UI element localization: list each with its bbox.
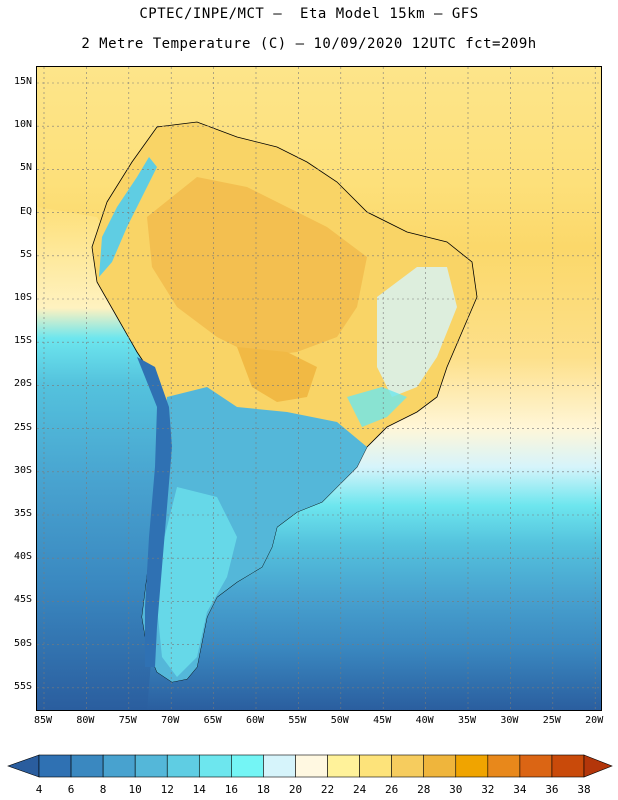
latitude-label: 20S	[13, 378, 32, 390]
latitude-label: 55S	[13, 680, 32, 692]
colorbar-tick-label: 26	[385, 783, 399, 796]
latitude-label: EQ	[19, 205, 32, 217]
temperature-map	[36, 66, 602, 711]
map-title: CPTEC/INPE/MCT – Eta Model 15km – GFS	[139, 6, 479, 22]
longitude-label: 50W	[330, 715, 349, 726]
latitude-label: 5S	[19, 248, 32, 260]
colorbar-tick-label: 18	[256, 783, 271, 796]
colorbar-arrow-low	[7, 754, 40, 778]
latitude-label: 30S	[13, 464, 32, 476]
brazil-highlands-cool	[377, 267, 457, 397]
colorbar-segment	[231, 754, 264, 778]
colorbar-segment	[551, 754, 585, 778]
southeast-brazil-cool	[347, 387, 407, 427]
longitude-label: 45W	[373, 715, 392, 726]
longitude-label: 55W	[288, 715, 307, 726]
colorbar-segment	[295, 754, 328, 778]
colorbar-segment	[455, 754, 489, 778]
longitude-label: 65W	[203, 715, 222, 726]
colorbar-segment	[70, 754, 104, 778]
colorbar-segment	[519, 754, 553, 778]
colorbar-tick-label: 22	[320, 783, 335, 796]
graticule	[37, 67, 601, 710]
colorbar-tick-label: 16	[224, 783, 238, 796]
map-subtitle: 2 Metre Temperature (C) – 10/09/2020 12U…	[81, 36, 537, 52]
colorbar-tick-label: 28	[417, 783, 431, 796]
latitude-label: 10N	[13, 119, 32, 131]
colorbar-segment	[38, 754, 72, 778]
colorbar-segment	[391, 754, 425, 778]
colorbar-segment	[487, 754, 521, 778]
colorbar-tick-label: 30	[449, 783, 463, 796]
colorbar-tick-label: 32	[481, 783, 495, 796]
colorbar-tick-label: 38	[577, 783, 591, 796]
latitude-label: 15S	[13, 335, 32, 347]
warm-region-chaco	[237, 347, 317, 402]
latitude-label: 15N	[13, 76, 32, 87]
longitude-label: 75W	[118, 715, 137, 726]
latitude-label: 45S	[13, 594, 32, 606]
colorbar-segment	[423, 754, 457, 778]
colorbar-tick-label: 34	[513, 783, 527, 796]
latitude-label: 5N	[19, 162, 32, 174]
colorbar-tick-label: 10	[128, 783, 142, 796]
latitude-label: 50S	[13, 637, 32, 649]
latitude-label: 10S	[13, 292, 32, 303]
longitude-label: 20W	[585, 715, 604, 726]
longitude-label: 85W	[33, 715, 53, 726]
colorbar-tick-label: 8	[99, 783, 107, 796]
northern-andes-cool	[99, 157, 157, 277]
latitude-label: 35S	[13, 508, 32, 519]
andes-cold-strip	[137, 357, 172, 667]
longitude-label: 35W	[457, 715, 477, 726]
latitude-label: 25S	[13, 421, 32, 433]
colorbar-arrow-high	[583, 754, 613, 778]
temperature-colorbar	[7, 754, 613, 778]
longitude-label: 80W	[76, 715, 95, 726]
colorbar-tick-label: 36	[545, 783, 559, 796]
colorbar-tick-label: 20	[288, 783, 303, 796]
colorbar-tick-label: 24	[352, 783, 367, 796]
warm-region-amazon	[147, 177, 367, 357]
colorbar-segment	[134, 754, 168, 778]
colorbar-segment	[263, 754, 296, 778]
longitude-label: 25W	[542, 715, 561, 726]
colorbar-segment	[166, 754, 200, 778]
colorbar-tick-label: 14	[192, 783, 206, 796]
colorbar-tick-label: 12	[160, 783, 174, 796]
colorbar-tick-label: 4	[35, 783, 43, 796]
colorbar-segment	[102, 754, 136, 778]
colorbar-segment	[327, 754, 360, 778]
colorbar-segment	[198, 754, 232, 778]
longitude-label: 70W	[161, 715, 180, 726]
longitude-label: 40W	[415, 715, 434, 726]
longitude-label: 60W	[245, 715, 265, 726]
cold-region-patagonia	[157, 487, 237, 677]
colorbar-segment	[359, 754, 392, 778]
longitude-label: 30W	[500, 715, 519, 726]
colorbar-tick-label: 6	[67, 783, 75, 796]
latitude-label: 40S	[13, 551, 32, 563]
